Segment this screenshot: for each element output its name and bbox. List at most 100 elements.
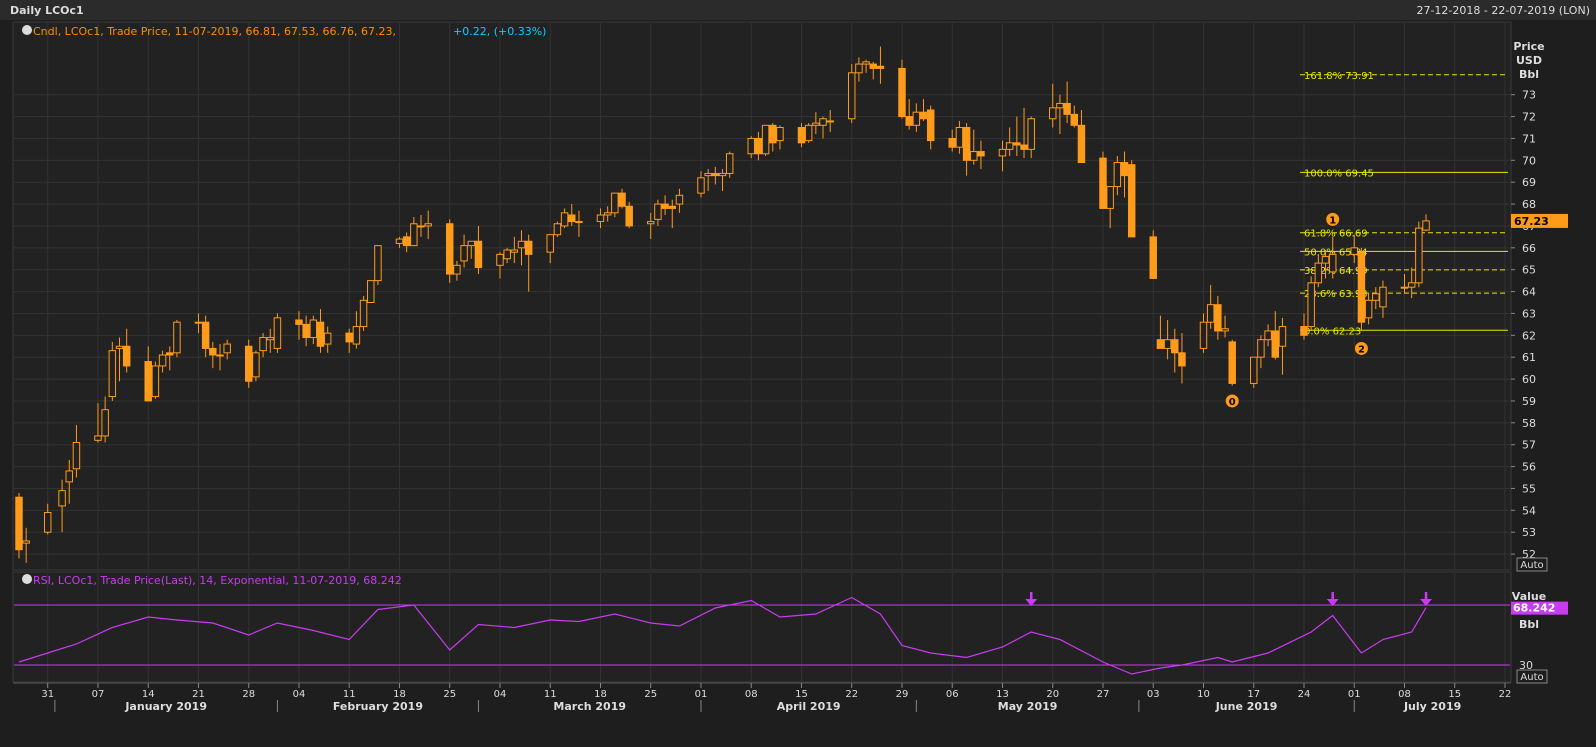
wave-marker-label: 0 [1229, 397, 1236, 408]
rsi-arrow-down-icon [1326, 592, 1339, 606]
price-auto-button[interactable] [1516, 557, 1548, 572]
candle-body-down [402, 236, 411, 247]
candle-body-up [173, 321, 181, 354]
candle [1063, 81, 1071, 124]
candle-body-up [1221, 328, 1229, 332]
candle-body-down [1228, 341, 1236, 384]
legend-info-icon[interactable] [22, 25, 32, 35]
candle-body-up [560, 212, 569, 227]
candle-body-up [970, 151, 978, 161]
time-tick-label: 08 [745, 689, 758, 700]
candle-body-down [1300, 326, 1308, 336]
candle-body-up [510, 249, 519, 253]
time-tick-label: 18 [594, 689, 607, 700]
candle-body-up [761, 124, 770, 155]
candle-body-down [661, 203, 669, 209]
time-tick-label: 11 [343, 689, 356, 700]
time-tick-label: 25 [443, 689, 456, 700]
time-tick-label: 17 [1247, 689, 1260, 700]
candle [898, 59, 906, 119]
candle [424, 210, 432, 240]
candle [15, 492, 23, 559]
fib-level-label: 100.0% 69.45 [1304, 168, 1374, 179]
candle [725, 151, 734, 178]
last-price-tag [1511, 213, 1568, 228]
price-tick-label: 62 [1522, 329, 1536, 342]
candle [998, 140, 1007, 172]
month-label: April 2019 [777, 700, 841, 713]
candle [797, 123, 806, 148]
candle [1214, 295, 1222, 340]
candle [1400, 274, 1409, 294]
candle [309, 315, 318, 345]
candle-body-up [453, 264, 461, 275]
candle-body-up [855, 63, 863, 74]
candle-body-up [359, 299, 368, 328]
rsi-legend-info-icon[interactable] [22, 574, 32, 584]
price-tick-label: 55 [1522, 482, 1536, 495]
price-tick-label: 63 [1522, 307, 1536, 320]
price-tick-label: 68 [1522, 198, 1536, 211]
rsi-axis-title-1: Value [1512, 590, 1546, 603]
candle [166, 346, 174, 371]
candle [1099, 151, 1107, 209]
wave-marker-circle [1325, 211, 1341, 227]
month-label: June 2019 [1215, 700, 1278, 713]
candle-body-down [1149, 236, 1157, 279]
candle [1271, 311, 1280, 360]
rsi-auto-button[interactable] [1516, 669, 1548, 684]
candle-body-up [1321, 256, 1330, 264]
candle-body-down [869, 63, 878, 69]
candle-body-down [905, 116, 913, 126]
candle [919, 99, 928, 121]
candle [223, 339, 231, 360]
candle [926, 105, 935, 150]
candle [43, 503, 52, 535]
candle-body-down [15, 496, 23, 551]
candle [769, 123, 777, 152]
candle-body-down [1178, 352, 1186, 367]
candle [948, 129, 956, 152]
month-label: January 2019 [124, 700, 207, 713]
candle-body-up [496, 253, 504, 266]
time-tick-label: 22 [845, 689, 858, 700]
time-tick-label: 15 [1448, 689, 1461, 700]
fib-level-label: 50.0% 65.84 [1304, 247, 1368, 258]
fib-level-label: 161.8% 73.91 [1304, 71, 1374, 82]
candle [395, 236, 404, 248]
candle-body-up [819, 118, 827, 126]
month-label: March 2019 [553, 700, 626, 713]
candle-body-up [1264, 330, 1272, 341]
candle [1171, 328, 1179, 373]
candle [1321, 250, 1330, 279]
candle-body-down [1077, 124, 1086, 163]
time-tick-label: 04 [494, 689, 507, 700]
candle [1013, 116, 1021, 156]
time-tick-label: 08 [1398, 689, 1411, 700]
candle-body-down [948, 137, 956, 148]
candle-body-up [1199, 321, 1208, 349]
wave-marker-label: 2 [1358, 344, 1365, 355]
time-tick-label: 29 [896, 689, 909, 700]
rsi-arrow-head [1326, 599, 1339, 606]
candle [718, 169, 727, 191]
time-tick-label: 20 [1046, 689, 1059, 700]
candle-body-down [201, 321, 210, 349]
rsi-panel [12, 571, 1512, 683]
candle [474, 225, 483, 275]
candle [1005, 127, 1014, 156]
candle-body-down [1171, 339, 1179, 354]
candle [108, 341, 117, 401]
candle-body-down [1020, 144, 1028, 150]
candle-body-up [194, 321, 203, 324]
candle [1120, 151, 1129, 198]
candle-body-up [1056, 102, 1064, 109]
candle-body-down [1127, 164, 1136, 238]
candle-body-up [553, 223, 562, 236]
rsi-arrow-head [1025, 599, 1038, 606]
candle-body-down [1357, 251, 1366, 323]
candle-body-down [122, 345, 131, 367]
candle [252, 350, 260, 382]
wave-marker-label: 1 [1329, 215, 1336, 226]
candle [855, 57, 863, 82]
